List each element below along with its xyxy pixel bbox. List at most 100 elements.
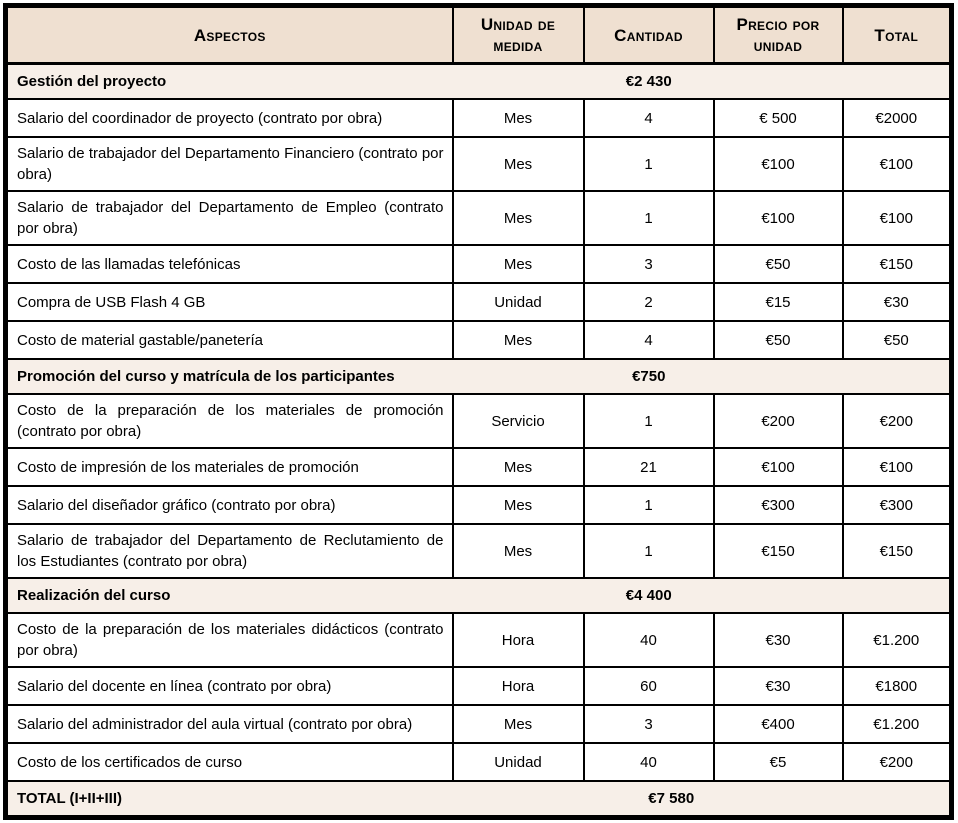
unit-cell: Mes [451,244,585,284]
total-cell: €100 [841,190,953,246]
quantity-cell: 4 [582,320,715,360]
unit-price-cell: €50 [712,244,844,284]
total-cell: €150 [841,244,953,284]
unit-price-cell: €200 [712,393,844,449]
quantity-cell: 60 [582,666,715,706]
column-header-cantidad: Cantidad [582,4,715,65]
header-row: Aspectos Unidad de medida Cantidad Precio p… [4,4,953,65]
column-header-total: Total [841,4,953,65]
aspect-cell: Costo de las llamadas telefónicas [4,244,454,284]
budget-row: Salario del administrador del aula virtu… [4,704,953,744]
unit-cell: Hora [451,666,585,706]
unit-cell: Unidad [451,742,585,782]
grand-total-label: TOTAL (I+II+III) [4,780,453,819]
total-cell: €2000 [841,98,953,138]
section-subtotal: €4 400 [452,577,953,614]
unit-price-cell: €30 [712,666,844,706]
budget-row: Salario del docente en línea (contrato p… [4,666,953,706]
unit-price-cell: €100 [712,136,844,192]
total-cell: €30 [841,282,953,322]
aspect-cell: Compra de USB Flash 4 GB [4,282,454,322]
aspect-cell: Salario de trabajador del Departamento d… [4,523,454,579]
grand-total-row: TOTAL (I+II+III) €7 580 [4,780,953,819]
total-cell: €1.200 [841,704,953,744]
unit-cell: Mes [451,704,585,744]
budget-row: Salario de trabajador del Departamento d… [4,523,953,579]
quantity-cell: 3 [582,704,715,744]
budget-row: Costo de material gastable/panetería Mes 4… [4,320,953,360]
aspect-cell: Salario de trabajador del Departamento d… [4,190,454,246]
unit-cell: Mes [451,447,585,487]
unit-cell: Mes [451,485,585,525]
unit-cell: Unidad [451,282,585,322]
unit-price-cell: € 500 [712,98,844,138]
unit-cell: Hora [451,612,585,668]
budget-row: Costo de impresión de los materiales de … [4,447,953,487]
budget-row: Costo de la preparación de los materiale… [4,612,953,668]
quantity-cell: 2 [582,282,715,322]
total-cell: €1800 [841,666,953,706]
budget-row: Costo de los certificados de curso Unidad… [4,742,953,782]
budget-row: Costo de las llamadas telefónicas Mes 3 €50… [4,244,953,284]
aspect-cell: Costo de la preparación de los materiale… [4,393,454,449]
unit-cell: Mes [451,98,585,138]
total-cell: €300 [841,485,953,525]
unit-price-cell: €15 [712,282,844,322]
total-cell: €100 [841,136,953,192]
section-title: Gestión del proyecto [4,62,453,100]
quantity-cell: 1 [582,485,715,525]
total-cell: €200 [841,393,953,449]
aspect-cell: Salario del administrador del aula virtu… [4,704,454,744]
section-subtotal: €2 430 [452,62,953,100]
quantity-cell: 21 [582,447,715,487]
budget-row: Salario del coordinador de proyecto (con… [4,98,953,138]
quantity-cell: 3 [582,244,715,284]
aspect-cell: Costo de los certificados de curso [4,742,454,782]
quantity-cell: 1 [582,523,715,579]
aspect-cell: Salario del docente en línea (contrato p… [4,666,454,706]
quantity-cell: 1 [582,393,715,449]
quantity-cell: 1 [582,190,715,246]
aspect-cell: Costo de la preparación de los materiale… [4,612,454,668]
total-cell: €150 [841,523,953,579]
column-header-unidad-de-medida: Unidad de medida [451,4,585,65]
column-header-aspectos: Aspectos [4,4,454,65]
budget-row: Salario del diseñador gráfico (contrato … [4,485,953,525]
quantity-cell: 1 [582,136,715,192]
unit-price-cell: €100 [712,447,844,487]
unit-cell: Mes [451,320,585,360]
unit-price-cell: €300 [712,485,844,525]
total-cell: €100 [841,447,953,487]
aspect-cell: Costo de impresión de los materiales de … [4,447,454,487]
unit-cell: Mes [451,523,585,579]
unit-cell: Servicio [451,393,585,449]
section-title: Promoción del curso y matrícula de los p… [4,358,453,395]
column-header-precio-por-unidad: Precio por unidad [712,4,844,65]
quantity-cell: 40 [582,742,715,782]
quantity-cell: 40 [582,612,715,668]
aspect-cell: Salario del diseñador gráfico (contrato … [4,485,454,525]
table-body: Gestión del proyecto €2 430 Salario del co… [4,62,953,819]
table-header: Aspectos Unidad de medida Cantidad Precio p… [4,4,953,65]
section-row: Promoción del curso y matrícula de los p… [4,358,953,395]
budget-table: Aspectos Unidad de medida Cantidad Precio p… [3,3,954,820]
total-cell: €50 [841,320,953,360]
budget-row: Salario de trabajador del Departamento F… [4,136,953,192]
unit-price-cell: €150 [712,523,844,579]
aspect-cell: Salario del coordinador de proyecto (con… [4,98,454,138]
aspect-cell: Costo de material gastable/panetería [4,320,454,360]
total-cell: €1.200 [841,612,953,668]
budget-row: Costo de la preparación de los materiale… [4,393,953,449]
budget-row: Compra de USB Flash 4 GB Unidad 2 €15 €30 [4,282,953,322]
budget-row: Salario de trabajador del Departamento d… [4,190,953,246]
unit-cell: Mes [451,190,585,246]
section-row: Realización del curso €4 400 [4,577,953,614]
section-title: Realización del curso [4,577,453,614]
unit-price-cell: €5 [712,742,844,782]
unit-price-cell: €50 [712,320,844,360]
unit-cell: Mes [451,136,585,192]
grand-total-value: €7 580 [452,780,953,819]
unit-price-cell: €100 [712,190,844,246]
section-row: Gestión del proyecto €2 430 [4,62,953,100]
section-subtotal: €750 [452,358,953,395]
